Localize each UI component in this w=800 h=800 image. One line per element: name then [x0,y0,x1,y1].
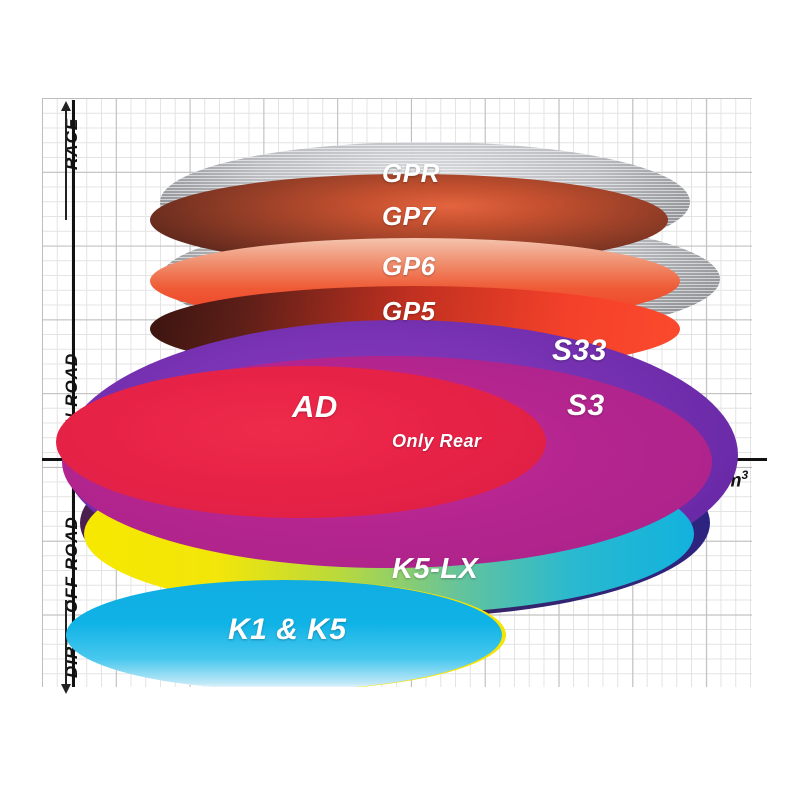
blob-ad[interactable] [56,366,546,518]
race-direction-arrow [61,101,71,220]
chart-grid-background: GPR GP7 GP6 GP5 S33 S3 AD Only Rear K5-L… [42,98,752,687]
y-axis-line [72,100,75,687]
dirt-direction-arrow [61,600,71,694]
y-category-off-road: OFF ROAD [62,516,81,613]
blob-k1-and-k5[interactable] [66,580,502,687]
plot-area: GPR GP7 GP6 GP5 S33 S3 AD Only Rear K5-L… [42,98,752,687]
x-axis-unit-exponent: 3 [741,468,749,482]
